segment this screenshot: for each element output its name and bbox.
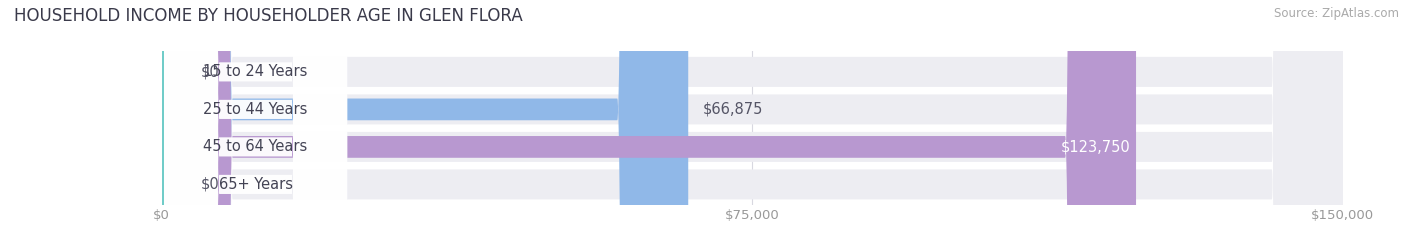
Text: 65+ Years: 65+ Years	[218, 177, 292, 192]
Text: Source: ZipAtlas.com: Source: ZipAtlas.com	[1274, 7, 1399, 20]
FancyBboxPatch shape	[162, 0, 1343, 233]
FancyBboxPatch shape	[165, 0, 347, 233]
Text: $0: $0	[201, 64, 219, 79]
Text: 15 to 24 Years: 15 to 24 Years	[204, 64, 308, 79]
Text: $123,750: $123,750	[1060, 139, 1130, 154]
FancyBboxPatch shape	[162, 0, 689, 233]
FancyBboxPatch shape	[165, 0, 347, 233]
Text: $66,875: $66,875	[703, 102, 763, 117]
FancyBboxPatch shape	[165, 0, 347, 233]
Text: 45 to 64 Years: 45 to 64 Years	[204, 139, 308, 154]
FancyBboxPatch shape	[162, 0, 1136, 233]
Text: HOUSEHOLD INCOME BY HOUSEHOLDER AGE IN GLEN FLORA: HOUSEHOLD INCOME BY HOUSEHOLDER AGE IN G…	[14, 7, 523, 25]
FancyBboxPatch shape	[162, 0, 1343, 233]
Text: $0: $0	[201, 177, 219, 192]
Text: 25 to 44 Years: 25 to 44 Years	[204, 102, 308, 117]
FancyBboxPatch shape	[162, 0, 1343, 233]
FancyBboxPatch shape	[162, 0, 1343, 233]
FancyBboxPatch shape	[162, 0, 195, 233]
FancyBboxPatch shape	[162, 0, 195, 233]
FancyBboxPatch shape	[165, 0, 347, 233]
